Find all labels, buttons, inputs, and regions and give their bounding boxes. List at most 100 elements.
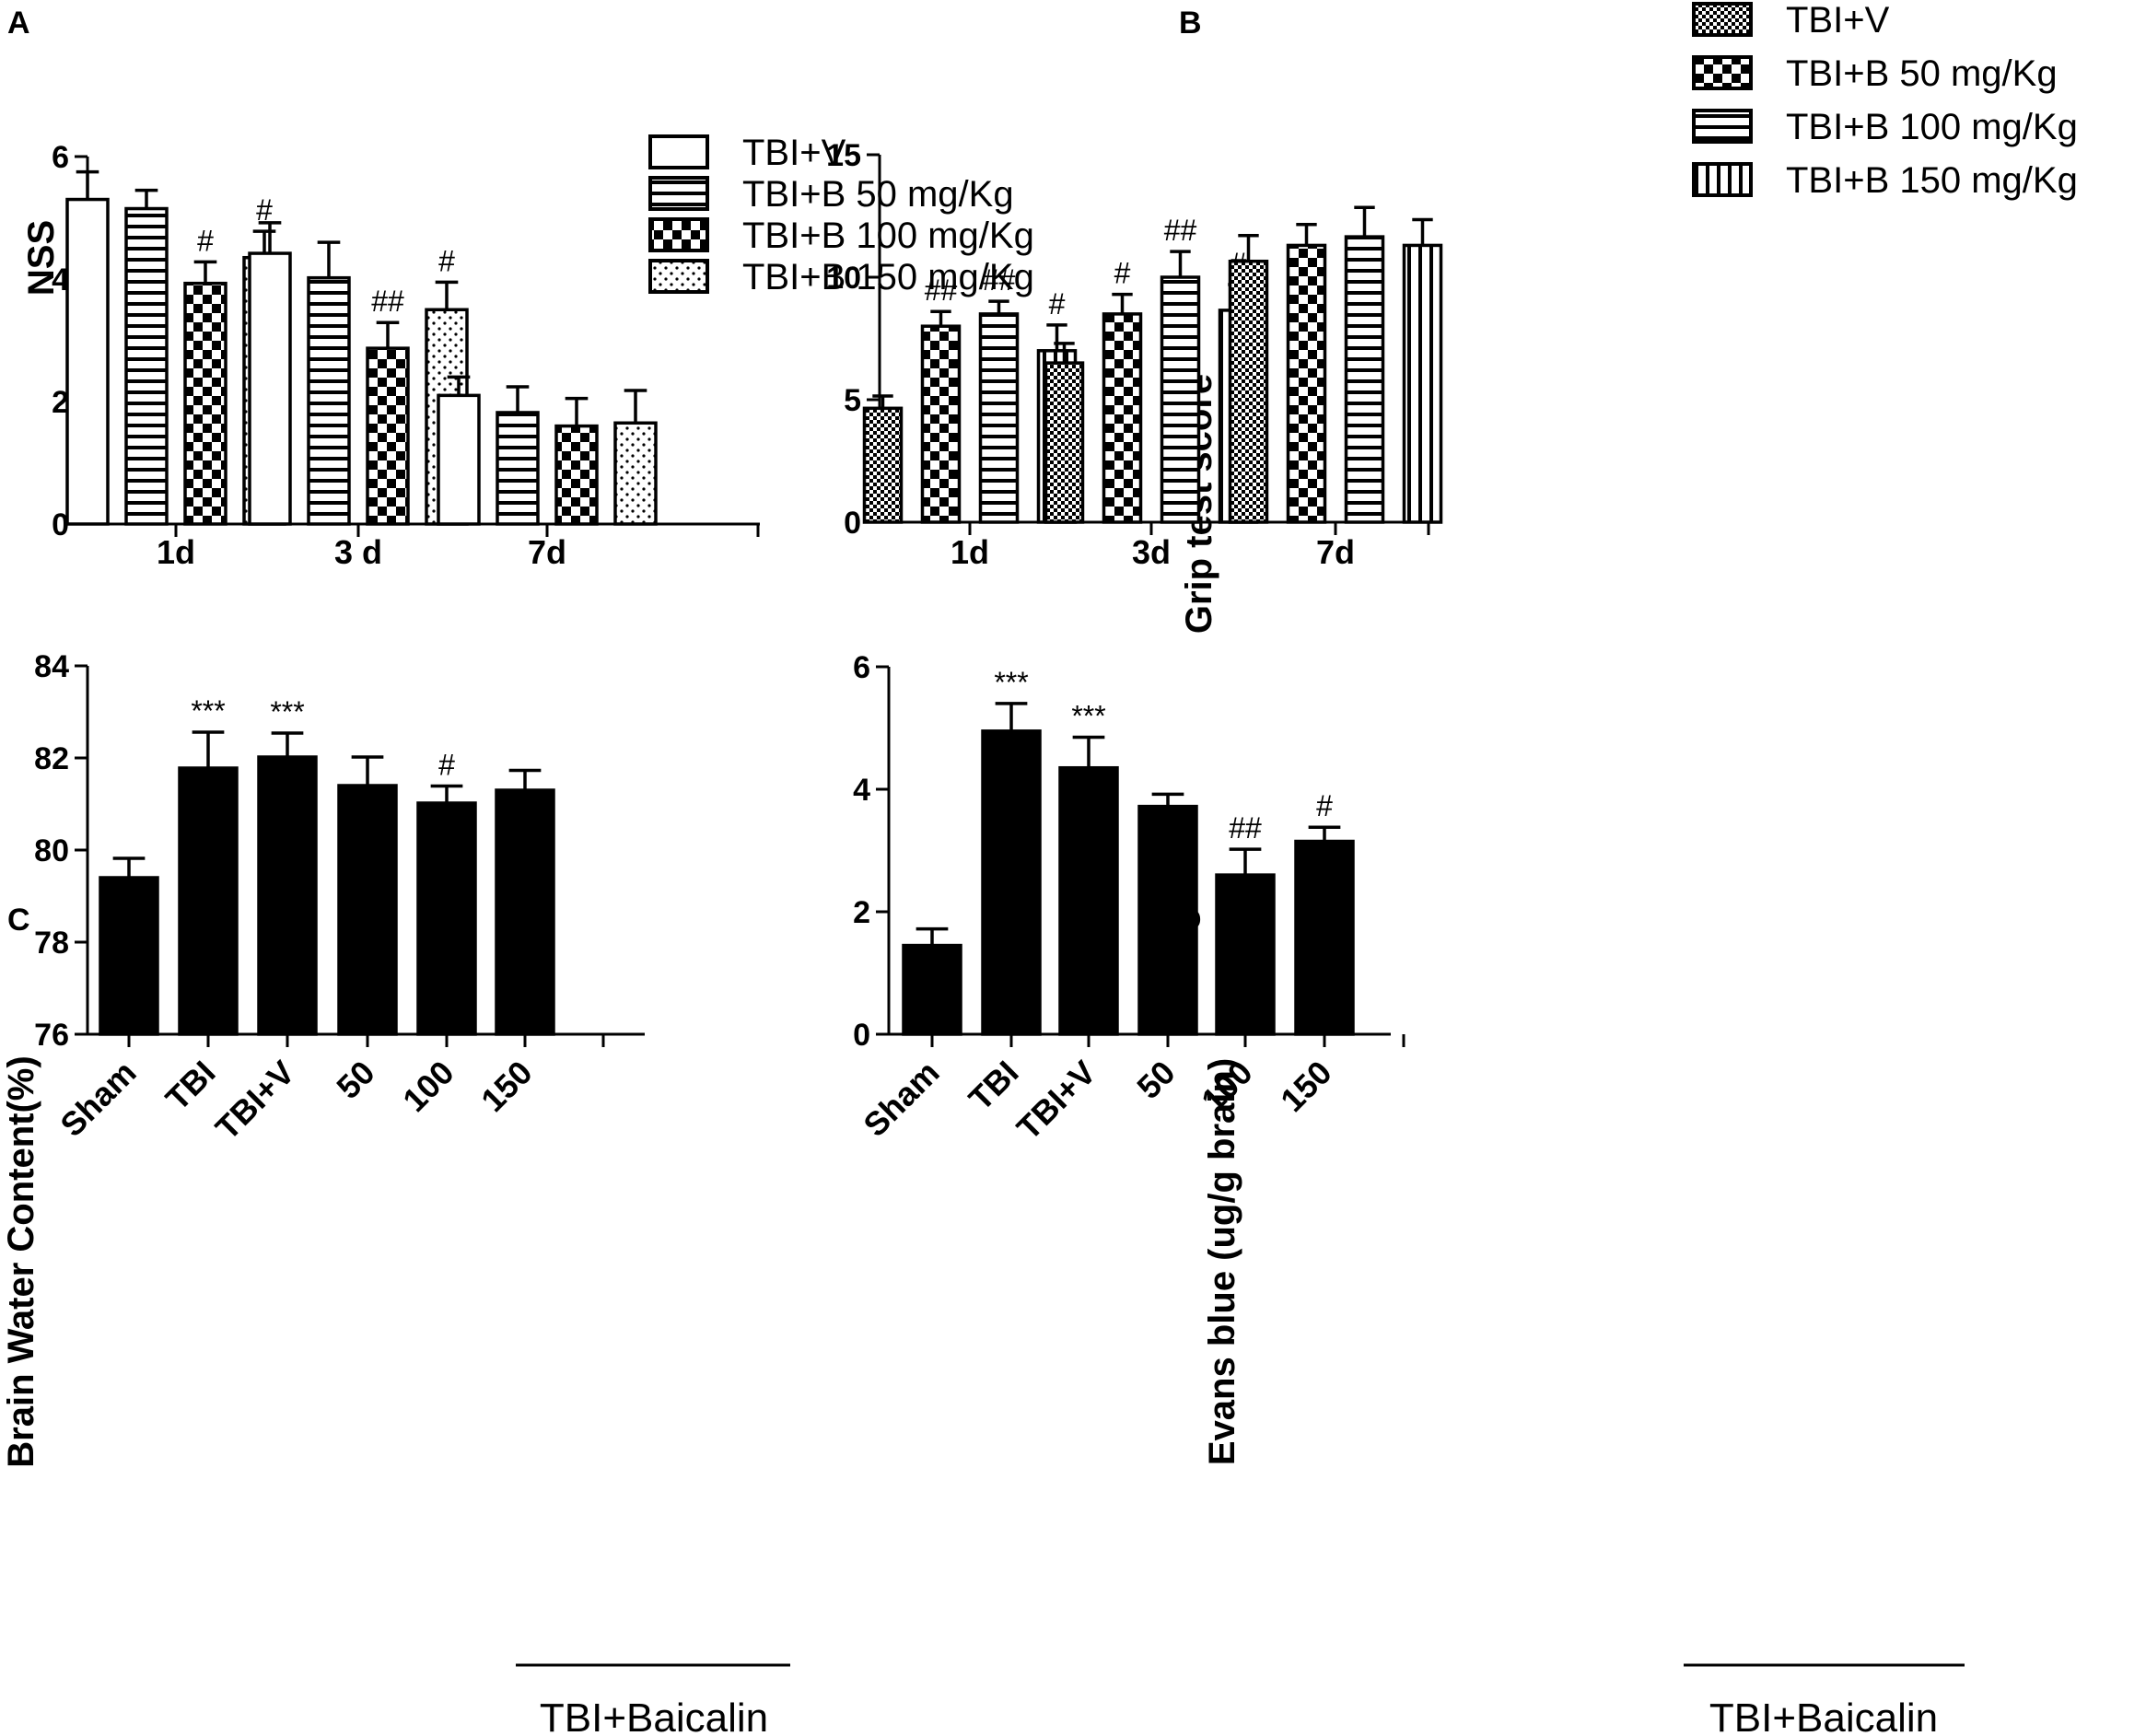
bar-4	[337, 755, 398, 1036]
bar-group-1-series-2	[124, 188, 169, 526]
bar	[1102, 312, 1143, 524]
bar-group-3-series-4	[1402, 217, 1443, 524]
bar	[1058, 765, 1119, 1036]
legend-label: TBI+V	[742, 133, 846, 173]
significance-label: #	[438, 244, 455, 277]
bar-group-1-series-1	[65, 169, 110, 526]
bar-group-2-series-3: ##	[366, 285, 410, 526]
panel-letter-a: A	[7, 6, 30, 41]
y-tick-label: 76	[34, 1018, 69, 1053]
x-category-label: 7d	[528, 533, 566, 571]
significance-label: ***	[994, 666, 1028, 699]
ylabel-c: Brain Water Content(%)	[1, 1055, 41, 1467]
panel-d: D Evans blue (ug/g brain) 0246Sham***TBI…	[853, 650, 1965, 1736]
y-tick-label: 15	[826, 138, 861, 173]
legend-swatch	[648, 176, 709, 211]
panel-b: B Grip test score 051015#####1d####3d7dT…	[826, 0, 2078, 634]
bar-6	[495, 768, 555, 1036]
bar	[366, 346, 410, 526]
x-category-label: 3 d	[334, 533, 382, 571]
significance-label: ##	[983, 263, 1016, 297]
y-tick-label: 4	[853, 773, 870, 808]
bar-group-2-series-1	[1044, 342, 1085, 524]
bar-group-1-series-1	[862, 394, 904, 524]
x-category-label: 50	[1129, 1054, 1182, 1106]
bar-1	[902, 926, 962, 1036]
group-label: TBI+Baicalin	[540, 1695, 768, 1736]
significance-label: #	[438, 749, 455, 782]
x-category-label: TBI+V	[208, 1054, 302, 1148]
x-category-label: 7d	[1316, 533, 1355, 571]
x-category-label: Sham	[856, 1054, 946, 1144]
bar-group-3-series-2	[1286, 223, 1327, 524]
y-tick-label: 0	[853, 1018, 870, 1053]
bar-3: ***	[257, 695, 318, 1036]
bar-group-3-series-1	[437, 375, 481, 526]
significance-label: ##	[1229, 811, 1262, 845]
bar	[183, 281, 227, 526]
y-tick-label: 5	[844, 383, 861, 418]
bar	[1160, 275, 1201, 524]
bar	[307, 275, 351, 526]
bar	[1402, 243, 1443, 524]
x-category-label: 150	[473, 1054, 539, 1119]
y-tick-label: 0	[844, 506, 861, 541]
y-tick-label: 10	[826, 261, 861, 296]
panel-letter-c: C	[7, 903, 30, 938]
bar	[902, 943, 962, 1036]
bar	[1215, 873, 1276, 1036]
bar-group-3-series-4	[613, 389, 658, 526]
bar-5: #	[416, 749, 477, 1036]
bar	[1294, 839, 1355, 1036]
group-label: TBI+Baicalin	[1709, 1695, 1938, 1736]
bar	[1044, 361, 1085, 524]
y-tick-label: 82	[34, 741, 69, 776]
significance-label: #	[1316, 789, 1333, 822]
bar	[248, 251, 292, 526]
legend-swatch	[648, 134, 709, 169]
bar-group-3-series-3	[554, 396, 599, 526]
legend-label: TBI+B 50 mg/Kg	[742, 174, 1014, 215]
bar	[496, 411, 540, 526]
y-tick-label: 2	[52, 385, 69, 420]
bar-group-1-series-3: #	[183, 224, 227, 526]
bar-group-2-series-2: #	[1102, 257, 1143, 524]
bar-3: ***	[1058, 699, 1119, 1036]
panel-letter-b: B	[1179, 6, 1202, 41]
bar	[1228, 259, 1269, 524]
bar-group-3-series-3	[1344, 205, 1385, 524]
y-tick-label: 4	[52, 262, 69, 297]
significance-label: ##	[1164, 214, 1197, 247]
bar	[978, 312, 1020, 524]
legend-swatch	[648, 217, 709, 252]
x-category-label: 1d	[157, 533, 195, 571]
legend-label: TBI+B 50 mg/Kg	[1786, 53, 2058, 94]
bar	[862, 406, 904, 524]
bar	[495, 788, 555, 1036]
x-category-label: Sham	[52, 1054, 143, 1144]
bar	[437, 393, 481, 526]
significance-label: ##	[371, 285, 404, 318]
bar	[554, 424, 599, 526]
bar	[257, 755, 318, 1036]
bar	[65, 197, 110, 526]
legend-swatch	[1692, 109, 1753, 144]
panel-c: C Brain Water Content(%) 76 78 80 82 84 Sham *…	[1, 649, 790, 1736]
x-category-label: TBI	[962, 1054, 1026, 1118]
significance-label: ***	[270, 695, 304, 728]
bar-1	[99, 856, 159, 1036]
legend-label: TBI+B 100 mg/Kg	[1786, 107, 2078, 147]
bar-group-3-series-1	[1228, 234, 1269, 524]
bar	[416, 801, 477, 1036]
bar	[981, 729, 1042, 1036]
legend-swatch	[1692, 162, 1753, 197]
bar	[1286, 243, 1327, 524]
bar-2: ***	[178, 694, 239, 1036]
bar	[613, 421, 658, 526]
significance-label: ***	[191, 694, 225, 728]
legend-label: TBI+B 150 mg/Kg	[742, 257, 1034, 297]
legend-label: TBI+B 100 mg/Kg	[742, 216, 1034, 256]
bar-4	[1137, 792, 1198, 1036]
